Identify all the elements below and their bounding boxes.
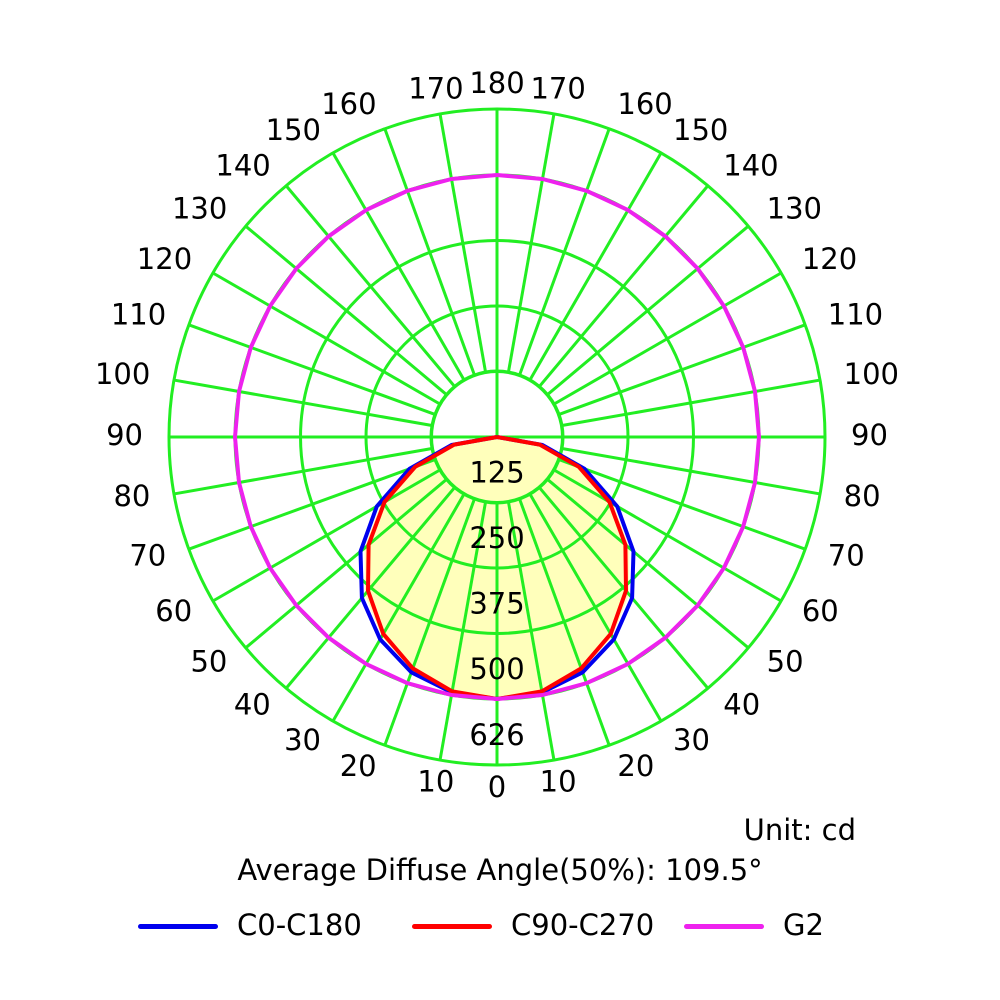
grid-spoke-100-left bbox=[173, 378, 433, 428]
grid-spoke-60-left bbox=[212, 468, 441, 603]
unit-label: Unit: cd bbox=[743, 813, 856, 847]
angle-tick-left-50: 50 bbox=[190, 644, 227, 678]
angle-tick-right-150: 150 bbox=[673, 113, 728, 147]
angle-tick-right-40: 40 bbox=[723, 688, 760, 722]
grid-spoke-50-right bbox=[546, 478, 750, 649]
grid-spoke-140-left bbox=[285, 184, 456, 388]
grid-spoke-160-left bbox=[383, 128, 476, 376]
angle-tick-right-60: 60 bbox=[802, 594, 839, 628]
angle-tick-right-50: 50 bbox=[767, 644, 804, 678]
angle-tick-left-90: 90 bbox=[106, 418, 143, 452]
angle-tick-left-20: 20 bbox=[340, 749, 377, 783]
angle-tick-right-90: 90 bbox=[851, 418, 888, 452]
legend-label-c0-c180: C0-C180 bbox=[237, 908, 362, 942]
angle-tick-left-150: 150 bbox=[266, 113, 321, 147]
grid-spoke-110-left bbox=[188, 323, 436, 416]
angle-tick-right-80: 80 bbox=[844, 479, 881, 513]
angle-tick-right-120: 120 bbox=[802, 242, 857, 276]
grid-spoke-120-left bbox=[212, 271, 441, 406]
angle-tick-right-30: 30 bbox=[673, 723, 710, 757]
radial-tick-label: 125 bbox=[469, 455, 524, 489]
angle-tick-left-110: 110 bbox=[111, 298, 166, 332]
angle-tick-left-140: 140 bbox=[215, 148, 270, 182]
grid-spoke-70-left bbox=[188, 458, 436, 551]
grid-spoke-100-right bbox=[561, 378, 821, 428]
angle-tick-right-20: 20 bbox=[617, 749, 654, 783]
angle-tick-left-40: 40 bbox=[234, 688, 271, 722]
radial-tick-label: 626 bbox=[469, 718, 524, 752]
grid-spoke-170-right bbox=[506, 113, 556, 373]
diffuse-angle-label: Average Diffuse Angle(50%): 109.5° bbox=[237, 853, 763, 887]
grid-spoke-40-right bbox=[538, 486, 709, 690]
legend-swatch-g2 bbox=[684, 924, 764, 929]
angle-tick-left-160: 160 bbox=[321, 87, 376, 121]
angle-tick-left-60: 60 bbox=[155, 594, 192, 628]
curve-layer bbox=[233, 173, 761, 701]
angle-tick-left-10: 10 bbox=[417, 765, 454, 799]
radial-tick-label: 250 bbox=[469, 521, 524, 555]
angle-tick-right-170: 170 bbox=[530, 71, 585, 105]
grid-spoke-80-left bbox=[173, 446, 433, 496]
angle-tick-right-160: 160 bbox=[617, 87, 672, 121]
angle-tick-left-70: 70 bbox=[129, 538, 166, 572]
angle-tick-left-130: 130 bbox=[172, 192, 227, 226]
angle-tick-left-120: 120 bbox=[137, 242, 192, 276]
angle-tick-left-100: 100 bbox=[95, 357, 150, 391]
grid-spoke-30-left bbox=[331, 493, 466, 722]
angle-tick-left-0: 0 bbox=[488, 770, 506, 804]
angle-tick-right-140: 140 bbox=[723, 148, 778, 182]
angle-tick-left-180: 180 bbox=[469, 66, 524, 100]
grid-spoke-20-left bbox=[383, 498, 476, 746]
grid-spoke-170-left bbox=[438, 113, 488, 373]
grid-spoke-70-right bbox=[558, 458, 806, 551]
grid-spoke-140-right bbox=[538, 184, 709, 388]
legend-label-c90-c270: C90-C270 bbox=[511, 908, 655, 942]
grid-spoke-110-right bbox=[558, 323, 806, 416]
polar-grid bbox=[167, 107, 827, 767]
legend-swatch-c0-c180 bbox=[138, 924, 218, 929]
grid-spoke-160-right bbox=[518, 128, 611, 376]
grid-spoke-120-right bbox=[553, 271, 782, 406]
grid-spoke-50-left bbox=[244, 478, 448, 649]
legend-label-g2: G2 bbox=[783, 908, 824, 942]
grid-spoke-20-right bbox=[518, 498, 611, 746]
angle-tick-right-70: 70 bbox=[828, 538, 865, 572]
angle-tick-left-80: 80 bbox=[113, 479, 150, 513]
angle-tick-left-170: 170 bbox=[408, 71, 463, 105]
grid-spoke-80-right bbox=[561, 446, 821, 496]
grid-spoke-150-left bbox=[331, 152, 466, 381]
radial-tick-label: 500 bbox=[469, 652, 524, 686]
grid-spoke-10-left bbox=[438, 501, 488, 761]
legend-swatch-c90-c270 bbox=[412, 924, 492, 929]
angle-tick-right-100: 100 bbox=[844, 357, 899, 391]
curve-g2 bbox=[233, 173, 761, 701]
angle-tick-right-10: 10 bbox=[540, 765, 577, 799]
angle-tick-left-30: 30 bbox=[284, 723, 321, 757]
grid-spoke-150-right bbox=[528, 152, 663, 381]
radial-tick-label: 375 bbox=[469, 586, 524, 620]
angle-tick-right-130: 130 bbox=[767, 192, 822, 226]
grid-spoke-130-left bbox=[244, 225, 448, 396]
grid-spoke-40-left bbox=[285, 486, 456, 690]
grid-spoke-130-right bbox=[546, 225, 750, 396]
grid-spoke-60-right bbox=[553, 468, 782, 603]
tick-label-layer: 1252503755006260102030405060708090100110… bbox=[95, 66, 899, 804]
angle-tick-right-110: 110 bbox=[828, 298, 883, 332]
grid-spoke-10-right bbox=[506, 501, 556, 761]
grid-spoke-30-right bbox=[528, 493, 663, 722]
